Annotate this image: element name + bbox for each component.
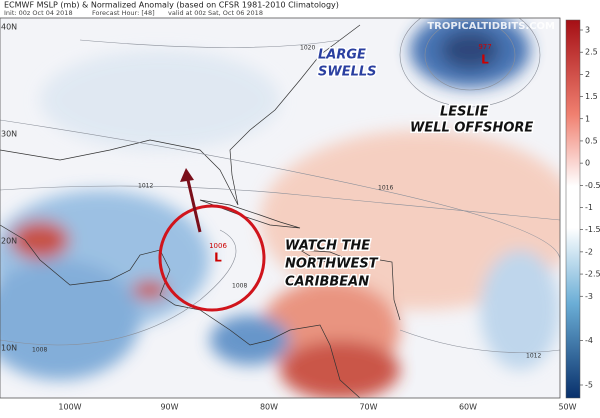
annotation: LARGE (318, 48, 366, 63)
lat-label: 30N (1, 130, 17, 139)
low-symbol: L (481, 53, 489, 67)
highlight-circle (158, 204, 266, 312)
colorbar-label: -4 (585, 336, 593, 345)
credit: TROPICALTIDBITS.COM (427, 21, 555, 32)
colorbar-label: -3 (585, 292, 593, 301)
lon-label: 60W (459, 403, 477, 412)
arrow-head (180, 168, 194, 182)
lon-label: 100W (58, 403, 81, 412)
isobar-label: 1008 (232, 283, 247, 290)
lon-label: 80W (260, 403, 278, 412)
colorbar-label: -1.5 (585, 225, 600, 234)
lon-label: 50W (558, 403, 576, 412)
lon-label: 70W (359, 403, 377, 412)
isobar-label: 1012 (526, 353, 541, 360)
lat-label: 10N (1, 344, 17, 353)
colorbar-label: -1 (585, 203, 593, 212)
forecast-hour: Forecast Hour: [48] (92, 9, 155, 17)
lat-label: 40N (1, 23, 17, 32)
title: ECMWF MSLP (mb) & Normalized Anomaly (ba… (4, 1, 339, 10)
low-pressure: 1006 (209, 242, 227, 250)
lat-label: 20N (1, 237, 17, 246)
colorbar-label: 0.5 (585, 136, 598, 145)
colorbar-label: 2.5 (585, 48, 598, 57)
colorbar-label: -5 (585, 381, 593, 390)
isobar-label: 1020 (300, 45, 315, 52)
valid-time: valid at 00z Sat, Oct 06 2018 (168, 9, 263, 17)
colorbar-label: -0.5 (585, 181, 600, 190)
colorbar (565, 19, 581, 399)
lon-label: 90W (160, 403, 178, 412)
init-time: Init: 00z Oct 04 2018 (4, 9, 73, 17)
annotation: WELL OFFSHORE (410, 121, 533, 136)
colorbar-label: 2 (585, 70, 590, 79)
colorbar-label: 1 (585, 114, 590, 123)
low-pressure: 977 (478, 43, 491, 51)
low-symbol: L (214, 251, 222, 265)
isobar-label: 1012 (138, 183, 153, 190)
colorbar-label: -2.5 (585, 270, 600, 279)
colorbar-label: -2 (585, 247, 593, 256)
colorbar-label: 3 (585, 26, 590, 35)
colorbar-label: 1.5 (585, 92, 598, 101)
annotation: LESLIE (440, 105, 489, 120)
annotation: NORTHWEST (285, 257, 379, 272)
arrow-shaft (186, 179, 202, 233)
map-area: 977 L 1006 L 1020 1016 1012 1012 1008 10… (0, 18, 560, 398)
colorbar-label: 0 (585, 159, 590, 168)
annotation: CARIBBEAN (285, 275, 369, 290)
annotation: WATCH THE (285, 239, 370, 254)
isobar-label: 1016 (378, 185, 393, 192)
annotation: SWELLS (318, 65, 377, 80)
isobar-label: 1008 (32, 347, 47, 354)
